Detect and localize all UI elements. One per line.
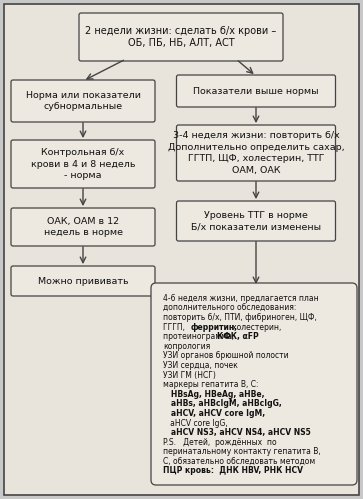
- Text: 3-4 неделя жизни: повторить б/х
Дополнительно определить сахар,
ГГТП, ЩФ, холест: 3-4 неделя жизни: повторить б/х Дополнит…: [168, 131, 344, 175]
- Text: аHBs, аHBcIgM, аHBcIgG,: аHBs, аHBcIgM, аHBcIgG,: [163, 399, 282, 408]
- Text: Норма или показатели
субнормальные: Норма или показатели субнормальные: [25, 91, 140, 111]
- Text: УЗИ органов брюшной полости: УЗИ органов брюшной полости: [163, 351, 289, 360]
- Text: P.S.   Детей,  рождённых  по: P.S. Детей, рождённых по: [163, 438, 277, 447]
- FancyBboxPatch shape: [176, 201, 335, 241]
- Text: Уровень ТТГ в норме
Б/х показатели изменены: Уровень ТТГ в норме Б/х показатели измен…: [191, 211, 321, 231]
- Text: УЗИ ГМ (НСГ): УЗИ ГМ (НСГ): [163, 371, 216, 380]
- Text: аHCV core IgG,: аHCV core IgG,: [163, 419, 228, 428]
- Text: перинатальному контакту гепатита В,: перинатальному контакту гепатита В,: [163, 447, 321, 456]
- Text: аHCV, аHCV core IgM,: аHCV, аHCV core IgM,: [163, 409, 265, 418]
- Text: повторить б/х, ПТИ, фибриноген, ЩФ,: повторить б/х, ПТИ, фибриноген, ЩФ,: [163, 313, 317, 322]
- FancyBboxPatch shape: [6, 6, 357, 493]
- Text: дополнительного обследования:: дополнительного обследования:: [163, 303, 296, 312]
- Text: С, обязательно обследовать методом: С, обязательно обследовать методом: [163, 457, 315, 466]
- Text: HBsAg, HBeAg, аHBe,: HBsAg, HBeAg, аHBe,: [163, 390, 265, 399]
- FancyBboxPatch shape: [11, 140, 155, 188]
- Text: Контрольная б/х
крови в 4 и 8 недель
- норма: Контрольная б/х крови в 4 и 8 недель - н…: [31, 148, 135, 180]
- Text: копрология: копрология: [163, 342, 210, 351]
- Text: 4-6 неделя жизни, предлагается план: 4-6 неделя жизни, предлагается план: [163, 294, 319, 303]
- Text: ПЦР кровь:  ДНК HBV, РНК HCV: ПЦР кровь: ДНК HBV, РНК HCV: [163, 467, 303, 476]
- FancyBboxPatch shape: [176, 125, 335, 181]
- Text: 2 недели жизни: сделать б/х крови –
ОБ, ПБ, НБ, АЛТ, АСТ: 2 недели жизни: сделать б/х крови – ОБ, …: [85, 25, 277, 48]
- Text: ОАК, ОАМ в 12
недель в норме: ОАК, ОАМ в 12 недель в норме: [44, 217, 122, 237]
- Text: Можно прививать: Можно прививать: [38, 276, 128, 285]
- FancyBboxPatch shape: [79, 13, 283, 61]
- FancyBboxPatch shape: [11, 208, 155, 246]
- Text: КФК, αFP: КФК, αFP: [217, 332, 259, 341]
- Text: Показатели выше нормы: Показатели выше нормы: [193, 86, 319, 95]
- FancyBboxPatch shape: [176, 75, 335, 107]
- Text: ГГГП,: ГГГП,: [163, 323, 192, 332]
- Text: ферритин,: ферритин,: [191, 323, 238, 332]
- FancyBboxPatch shape: [11, 80, 155, 122]
- Text: холестерин,: холестерин,: [225, 323, 281, 332]
- Text: маркеры гепатита В, С:: маркеры гепатита В, С:: [163, 380, 258, 389]
- Text: протеинограмма,: протеинограмма,: [163, 332, 237, 341]
- Text: УЗИ сердца, почек: УЗИ сердца, почек: [163, 361, 238, 370]
- FancyBboxPatch shape: [4, 4, 359, 495]
- FancyBboxPatch shape: [151, 283, 357, 485]
- FancyBboxPatch shape: [11, 266, 155, 296]
- Text: аHCV NS3, аHCV NS4, аHCV NS5: аHCV NS3, аHCV NS4, аHCV NS5: [163, 428, 311, 437]
